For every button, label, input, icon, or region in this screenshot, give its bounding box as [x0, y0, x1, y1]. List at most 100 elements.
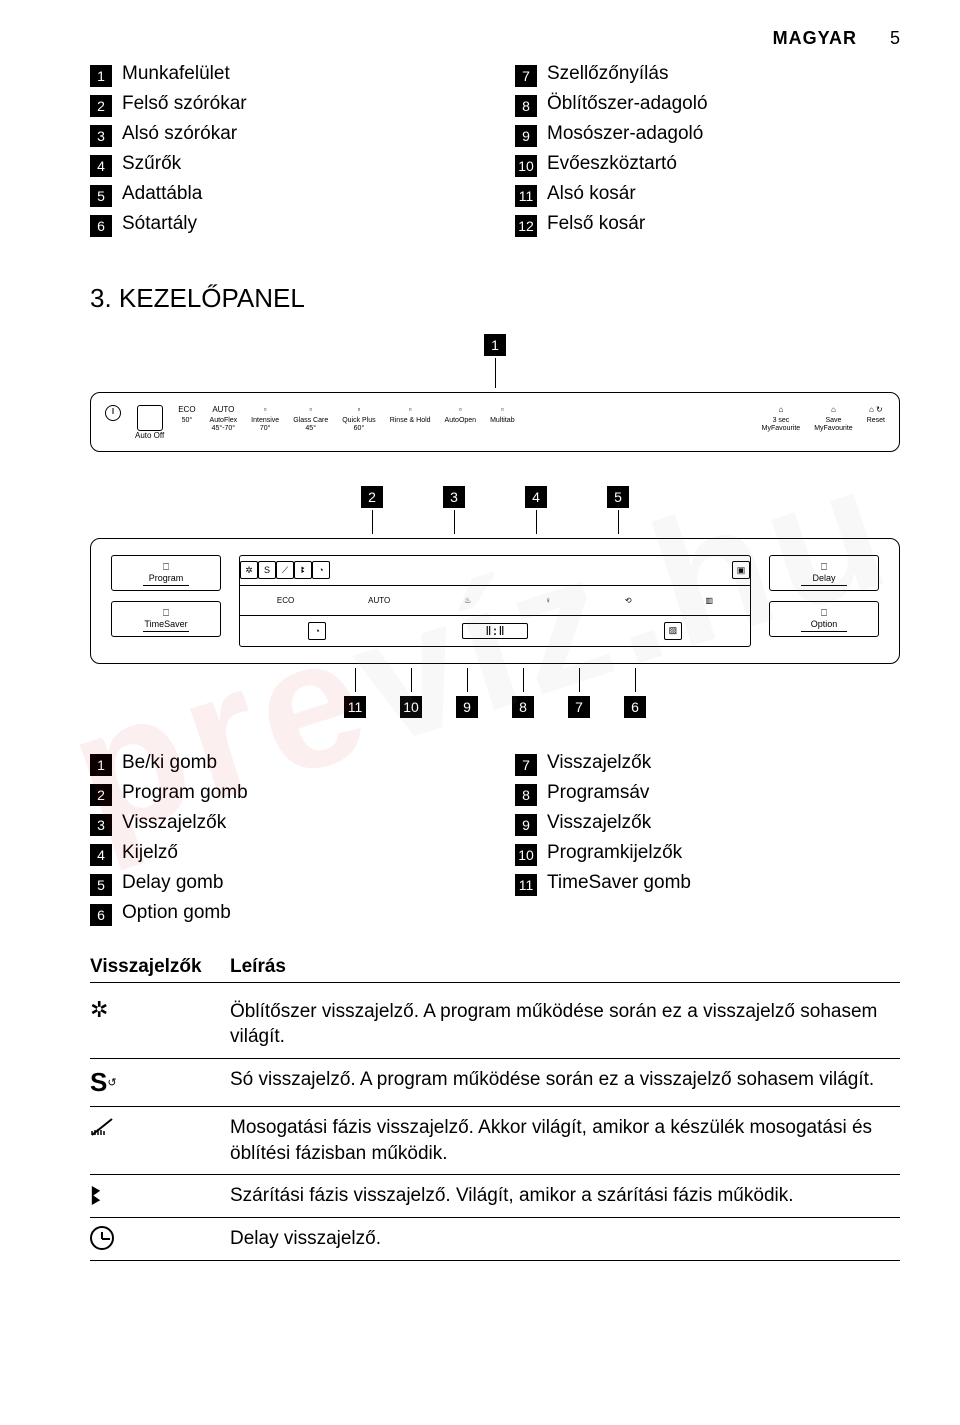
part-5: 5 Adattábla [90, 183, 475, 207]
legend-1-label: Be/ki gomb [122, 752, 217, 774]
lang-label: MAGYAR [773, 28, 857, 48]
callout-10: 10 [400, 668, 422, 718]
part-7: 7 Szellőzőnyílás [515, 63, 900, 87]
legend-9-label: Visszajelzők [547, 812, 651, 834]
legend-7-num: 7 [515, 754, 537, 776]
panel-top-frame: Auto Off ECO 50° AUTO AutoFlex 45°-70° ▫… [90, 392, 900, 452]
part-6: 6 Sótartály [90, 213, 475, 237]
wash-phase-icon [90, 1115, 120, 1139]
legend-2-num: 2 [90, 784, 112, 806]
part-1: 1 Munkafelület [90, 63, 475, 87]
program-icon: ⟲ [625, 596, 632, 605]
legend-1: 1 Be/ki gomb [90, 752, 475, 776]
part-2-num: 2 [90, 95, 112, 117]
panel-bottom-frame: ⎕ Program ⎕ TimeSaver ✲S⟋ꔪ◔▣ ECOAUTO♨♀⟲▥… [90, 538, 900, 664]
auto-small-icon: ▨ [664, 622, 682, 640]
legend-10-num: 10 [515, 844, 537, 866]
legend-7-label: Visszajelzők [547, 752, 651, 774]
desc-header: Visszajelzők Leírás [90, 956, 900, 983]
legend-6-label: Option gomb [122, 902, 231, 924]
part-12-num: 12 [515, 215, 537, 237]
desc-text-1: Só visszajelző. A program működése során… [230, 1067, 900, 1093]
legend-11: 11 TimeSaver gomb [515, 872, 900, 896]
legend-6-num: 6 [90, 904, 112, 926]
salt-icon: S [90, 1067, 107, 1098]
callout-3: 3 [443, 484, 465, 534]
legend-2: 2 Program gomb [90, 782, 475, 806]
part-1-num: 1 [90, 65, 112, 87]
part-2: 2 Felső szórókar [90, 93, 475, 117]
program-icon: ♨ [464, 596, 471, 605]
legend-5-label: Delay gomb [122, 872, 223, 894]
desc-head-col2: Leírás [230, 956, 286, 978]
clock-small-icon: ◔ [308, 622, 326, 640]
callout-4: 4 [525, 484, 547, 534]
power-icon [105, 403, 121, 424]
part-4-num: 4 [90, 155, 112, 177]
panel-btn-right-1: ⎕ Option [769, 601, 879, 637]
page-header: MAGYAR 5 [90, 28, 900, 49]
part-5-num: 5 [90, 185, 112, 207]
callout-8: 8 [512, 668, 534, 718]
legend-4-num: 4 [90, 844, 112, 866]
callout-1: 1 [484, 334, 506, 356]
rinse-aid-icon: ✲ [90, 999, 106, 1021]
part-12: 12 Felső kosár [515, 213, 900, 237]
part-11-num: 11 [515, 185, 537, 207]
control-panel-diagram-top: 1 Auto Off ECO 50° AUTO AutoFlex 45°-70°… [90, 332, 900, 452]
desc-row-2: Mosogatási fázis visszajelző. Akkor vilá… [90, 1107, 900, 1175]
auto-off-label: Auto Off [135, 431, 164, 441]
myfav-slot: ⌂ 3 sec MyFavourite [762, 403, 801, 434]
desc-text-3: Szárítási fázis visszajelző. Világít, am… [230, 1183, 900, 1209]
callout-row-bottom: 11 10 9 8 7 6 [90, 668, 900, 718]
part-9-num: 9 [515, 125, 537, 147]
panel-btn-right-0: ⎕ Delay [769, 555, 879, 591]
program-col-1: AUTO AutoFlex 45°-70° [210, 403, 238, 434]
legend-9: 9 Visszajelzők [515, 812, 900, 836]
legend-11-label: TimeSaver gomb [547, 872, 691, 894]
part-6-label: Sótartály [122, 213, 197, 235]
legend-8-label: Programsáv [547, 782, 649, 804]
parts-list: 1 Munkafelület 2 Felső szórókar 3 Alsó s… [90, 63, 900, 243]
legend-4-label: Kijelző [122, 842, 178, 864]
program-col-3: ▫ Glass Care 45° [293, 403, 328, 434]
program-icon: ECO [277, 596, 294, 605]
part-3-label: Alsó szórókar [122, 123, 237, 145]
part-9: 9 Mosószer-adagoló [515, 123, 900, 147]
part-8: 8 Öblítőszer-adagoló [515, 93, 900, 117]
part-4-label: Szűrők [122, 153, 181, 175]
legend-8: 8 Programsáv [515, 782, 900, 806]
legend-8-num: 8 [515, 784, 537, 806]
desc-head-col1: Visszajelzők [90, 956, 230, 978]
part-3-num: 3 [90, 125, 112, 147]
section-title: 3. KEZELŐPANEL [90, 283, 900, 314]
program-col-4: ▫ Quick Plus 60° [342, 403, 375, 434]
part-10: 10 Evőeszköztartó [515, 153, 900, 177]
indicator-icon: S [258, 561, 276, 579]
indicator-icon: ◔ [312, 561, 330, 579]
part-3: 3 Alsó szórókar [90, 123, 475, 147]
program-col-6: ▫ AutoOpen [445, 403, 477, 434]
desc-row-0: ✲ Öblítőszer visszajelző. A program műkö… [90, 991, 900, 1059]
callout-9: 9 [456, 668, 478, 718]
part-8-label: Öblítőszer-adagoló [547, 93, 708, 115]
part-5-label: Adattábla [122, 183, 202, 205]
part-10-num: 10 [515, 155, 537, 177]
seg-display: Ⅱ:Ⅱ [462, 623, 527, 639]
legend-2-label: Program gomb [122, 782, 248, 804]
legend-3-num: 3 [90, 814, 112, 836]
legend-3-label: Visszajelzők [122, 812, 226, 834]
legend-list: 1 Be/ki gomb 2 Program gomb 3 Visszajelz… [90, 752, 900, 932]
part-2-label: Felső szórókar [122, 93, 247, 115]
auto-off-button: Auto Off [135, 403, 164, 441]
legend-11-num: 11 [515, 874, 537, 896]
part-4: 4 Szűrők [90, 153, 475, 177]
indicator-icon: ⟋ [276, 561, 294, 579]
part-6-num: 6 [90, 215, 112, 237]
indicator-icon: ꔪ [294, 561, 312, 579]
callout-7: 7 [568, 668, 590, 718]
reset-slot: ⌂ ↻ Reset [867, 403, 885, 425]
program-col-2: ▫ Intensive 70° [251, 403, 279, 434]
callout-row-top: 2 3 4 5 [90, 484, 900, 534]
desc-row-1: S↺ Só visszajelző. A program működése so… [90, 1059, 900, 1107]
